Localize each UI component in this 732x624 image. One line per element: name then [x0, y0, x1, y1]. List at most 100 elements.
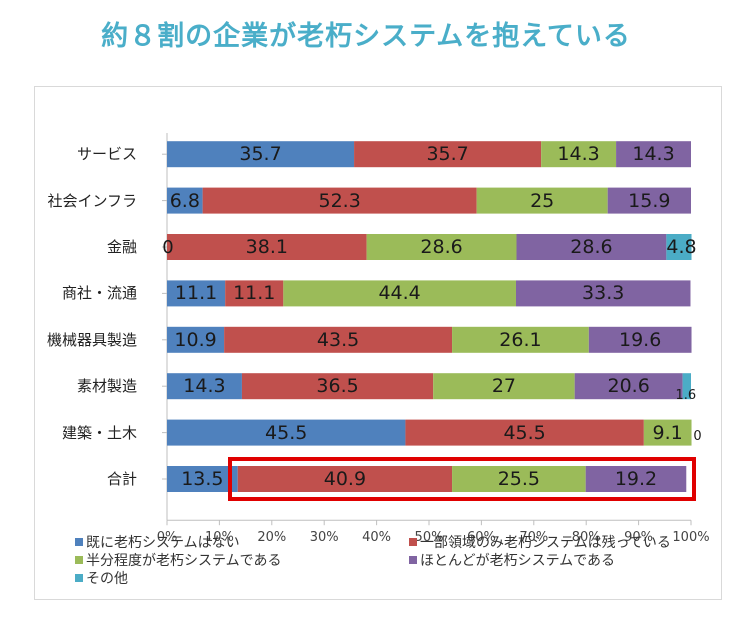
bar-segment [283, 280, 516, 307]
legend-label: 半分程度が老朽システムである [86, 553, 282, 569]
legend-item: 既に老朽システムはない [75, 535, 240, 551]
data-label: 14.3 [183, 375, 226, 398]
category-label: 商社・流通 [61, 284, 137, 303]
bar-segment [588, 326, 692, 353]
data-label: 6.8 [169, 189, 200, 212]
bar-segment [167, 326, 225, 353]
x-tick-label: 0% [156, 530, 178, 546]
legend-label: ほとんどが老朽システムである [420, 553, 616, 569]
category-label: 建築・土木 [61, 423, 137, 442]
category-label: 社会インフラ [47, 191, 137, 210]
data-label: 25.5 [497, 468, 540, 490]
data-label: 52.3 [318, 189, 361, 212]
data-label: 43.5 [316, 328, 360, 351]
data-label: 45.5 [265, 421, 308, 444]
x-tick-label: 90% [624, 530, 654, 546]
stacked-bar-chart [162, 133, 692, 526]
data-label: 33.3 [582, 282, 625, 305]
bar-segment [452, 326, 589, 353]
bar-segment [666, 234, 692, 260]
bar-segment [167, 419, 406, 446]
data-label: 44.4 [378, 282, 421, 305]
bar-segment [167, 373, 242, 400]
data-label: 20.6 [607, 375, 650, 398]
bar-segment [225, 280, 284, 307]
data-label: 9.1 [652, 421, 683, 444]
category-label: 素材製造 [76, 377, 137, 396]
data-label: 28.6 [420, 236, 463, 258]
legend-item: 半分程度が老朽システムである [75, 553, 281, 569]
data-label: 45.5 [503, 421, 546, 444]
category-label: 機械器具製造 [46, 330, 137, 349]
data-label: 1.6 [675, 388, 697, 404]
data-label: 15.9 [628, 189, 671, 212]
category-label: 合計 [106, 470, 137, 488]
bar-segment [643, 419, 692, 446]
bar-segment [452, 466, 586, 492]
data-label: 0 [162, 237, 174, 258]
data-label: 19.2 [614, 468, 658, 490]
data-label: 10.9 [174, 328, 217, 351]
legend-swatch [409, 556, 417, 564]
legend-swatch [409, 538, 417, 546]
data-label: 13.5 [181, 468, 224, 490]
bar-segment [574, 373, 683, 400]
data-label: 35.7 [239, 143, 282, 166]
bar-segment [607, 187, 691, 214]
x-tick-label: 100% [672, 530, 710, 546]
bar-segment [167, 466, 238, 492]
data-label: 35.7 [426, 143, 469, 166]
x-tick-label: 20% [257, 530, 287, 546]
data-label: 36.5 [316, 375, 359, 398]
legend-item: 一部領域のみ老朽システムは残っている [409, 535, 671, 551]
bar-segment [224, 326, 453, 353]
x-tick-label: 80% [571, 530, 601, 546]
data-label: 40.9 [323, 468, 367, 490]
x-tick-label: 70% [519, 530, 549, 546]
data-label: 26.1 [499, 328, 542, 351]
category-label: 金融 [106, 238, 137, 256]
bar-segment [167, 280, 226, 307]
bar-segment [541, 141, 617, 168]
x-tick-label: 50% [414, 530, 444, 546]
bar-segment [476, 187, 608, 214]
bar-segment [237, 466, 453, 492]
bar-segment [585, 466, 687, 492]
bar-segment [167, 141, 355, 168]
data-label: 28.6 [570, 236, 613, 258]
bar-segment [616, 141, 691, 168]
highlight-box [227, 457, 697, 501]
data-label: 4.8 [666, 236, 697, 258]
x-tick-label: 30% [309, 530, 339, 546]
category-label: サービス [76, 145, 137, 164]
data-label: 14.3 [632, 143, 675, 166]
legend-item: その他 [75, 571, 128, 587]
x-tick-label: 60% [466, 530, 496, 546]
data-label: 14.3 [557, 143, 600, 166]
legend-label: 一部領域のみ老朽システムは残っている [420, 535, 671, 551]
x-tick-label: 10% [204, 530, 234, 546]
data-label: 38.1 [245, 236, 288, 258]
bar-segment [241, 373, 434, 400]
bar-segment [167, 187, 203, 214]
data-label: 11.1 [233, 282, 276, 305]
data-label: 11.1 [174, 282, 218, 305]
legend-swatch [75, 556, 83, 564]
legend-label: その他 [86, 571, 128, 587]
legend-item: ほとんどが老朽システムである [409, 553, 615, 569]
bar-segment [516, 234, 667, 260]
data-label: 25 [530, 189, 555, 212]
bar-segment [354, 141, 542, 168]
bar-segment [515, 280, 691, 307]
bar-segment [167, 234, 367, 260]
legend-swatch [75, 538, 83, 546]
data-label: 19.6 [619, 328, 662, 351]
chart-frame: 0% 10% 20% 30% 40% 50% 60% 70% 80% 90% 100% サービス 35.… [34, 86, 722, 600]
legend-swatch [75, 574, 83, 582]
data-label: 27 [491, 375, 517, 398]
bar-segment [366, 234, 517, 260]
bar-segment [682, 373, 691, 400]
data-label: 0 [693, 428, 702, 444]
bar-segment [202, 187, 477, 214]
bar-segment [433, 373, 575, 400]
